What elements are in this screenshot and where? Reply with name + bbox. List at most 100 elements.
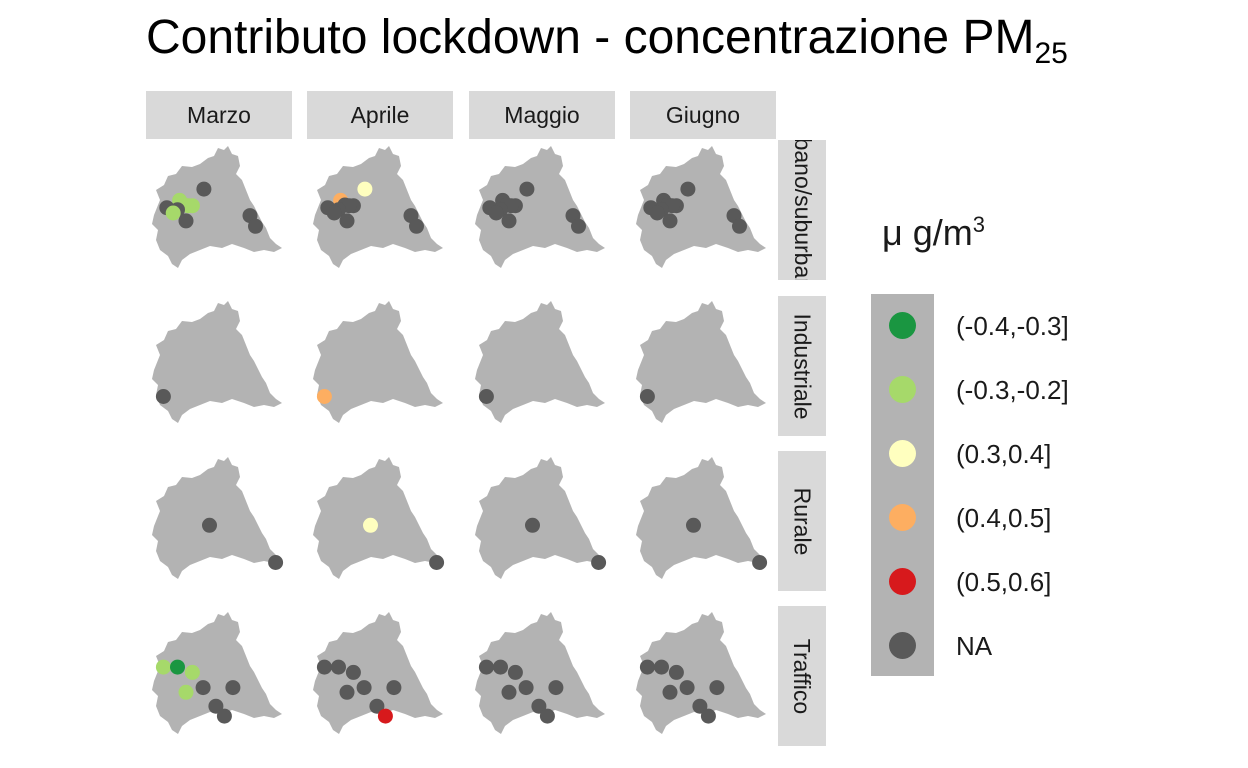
facet-strip-month: Marzo — [146, 91, 292, 139]
region-map-shape — [313, 457, 443, 579]
station-point — [225, 680, 241, 696]
station-point — [752, 555, 768, 570]
station-point — [339, 684, 355, 700]
region-map-shape — [475, 612, 605, 734]
station-point — [248, 218, 263, 234]
facet-panel — [307, 140, 453, 280]
station-point — [178, 684, 194, 700]
facet-panel — [469, 140, 615, 280]
facet-panel — [469, 451, 615, 591]
region-map-shape — [475, 457, 605, 579]
station-point — [680, 181, 696, 197]
station-point — [357, 181, 373, 197]
station-point — [662, 684, 678, 700]
region-map-shape — [152, 146, 282, 268]
legend-label: NA — [956, 631, 993, 661]
region-map-shape — [636, 457, 766, 579]
station-point — [649, 205, 665, 221]
legend-key — [889, 312, 916, 339]
station-point — [539, 708, 555, 724]
station-point — [184, 664, 200, 680]
station-point — [686, 517, 701, 533]
station-point — [488, 205, 504, 221]
station-point — [639, 659, 655, 675]
facet-strip-site-type: urbano/suburbano — [778, 140, 826, 280]
facet-panel — [146, 451, 292, 591]
station-point — [356, 680, 372, 696]
legend-key — [889, 376, 916, 403]
station-point — [155, 659, 171, 675]
region-map-shape — [636, 301, 766, 423]
legend-key — [889, 632, 916, 659]
station-point — [386, 680, 402, 696]
station-point — [654, 659, 669, 675]
region-map-shape — [313, 301, 443, 423]
station-point — [507, 664, 523, 680]
station-point — [316, 659, 332, 675]
station-point — [493, 659, 508, 675]
station-point — [339, 213, 355, 229]
facet-panel — [307, 451, 453, 591]
region-map-shape — [636, 146, 766, 268]
region-map-shape — [152, 301, 282, 423]
legend-label: (0.5,0.6] — [956, 567, 1052, 597]
region-map-shape — [313, 146, 443, 268]
facet-panel — [146, 140, 292, 280]
chart-title: Contributo lockdown - concentrazione PM2… — [146, 11, 1068, 70]
facet-strip-site-type: Industriale — [778, 296, 826, 436]
facet-panel — [469, 606, 615, 746]
facet-panel — [307, 295, 453, 435]
facet-panel — [630, 451, 776, 591]
station-point — [709, 680, 725, 696]
station-point — [178, 213, 194, 229]
region-map-shape — [152, 612, 282, 734]
station-point — [165, 205, 181, 221]
region-map-shape — [313, 612, 443, 734]
station-point — [732, 218, 747, 234]
facet-strip-month: Giugno — [630, 91, 776, 139]
station-point — [478, 659, 494, 675]
station-point — [369, 698, 385, 714]
station-point — [679, 680, 695, 696]
facet-strip-month: Aprile — [307, 91, 453, 139]
station-point — [363, 517, 378, 533]
facet-panel — [469, 295, 615, 435]
station-point — [478, 389, 494, 404]
station-point — [170, 659, 185, 675]
region-map-shape — [475, 301, 605, 423]
station-point — [548, 680, 564, 696]
station-point — [208, 698, 224, 714]
station-point — [591, 555, 607, 570]
station-point — [639, 389, 655, 404]
legend-key — [889, 568, 916, 595]
legend-label: (-0.3,-0.2] — [956, 375, 1069, 405]
station-point — [662, 213, 678, 229]
station-point — [501, 213, 517, 229]
legend-key — [889, 440, 916, 467]
legend-label: (-0.4,-0.3] — [956, 311, 1069, 341]
station-point — [216, 708, 232, 724]
station-point — [571, 218, 586, 234]
station-point — [518, 680, 534, 696]
facet-panel — [630, 606, 776, 746]
facet-panel — [630, 140, 776, 280]
station-point — [195, 680, 211, 696]
facet-strip-month: Maggio — [469, 91, 615, 139]
station-point — [155, 389, 171, 404]
station-point — [531, 698, 547, 714]
station-point — [331, 659, 346, 675]
station-point — [429, 555, 445, 570]
station-point — [202, 517, 217, 533]
station-point — [377, 708, 393, 724]
legend-label: (0.3,0.4] — [956, 439, 1052, 469]
facet-panel — [146, 606, 292, 746]
facet-panel — [146, 295, 292, 435]
legend-title: μ g/m3 — [882, 212, 986, 253]
station-point — [196, 181, 212, 197]
station-point — [668, 664, 684, 680]
station-point — [692, 698, 708, 714]
facet-panel — [630, 295, 776, 435]
region-map-shape — [152, 457, 282, 579]
station-point — [700, 708, 716, 724]
region-map-shape — [475, 146, 605, 268]
